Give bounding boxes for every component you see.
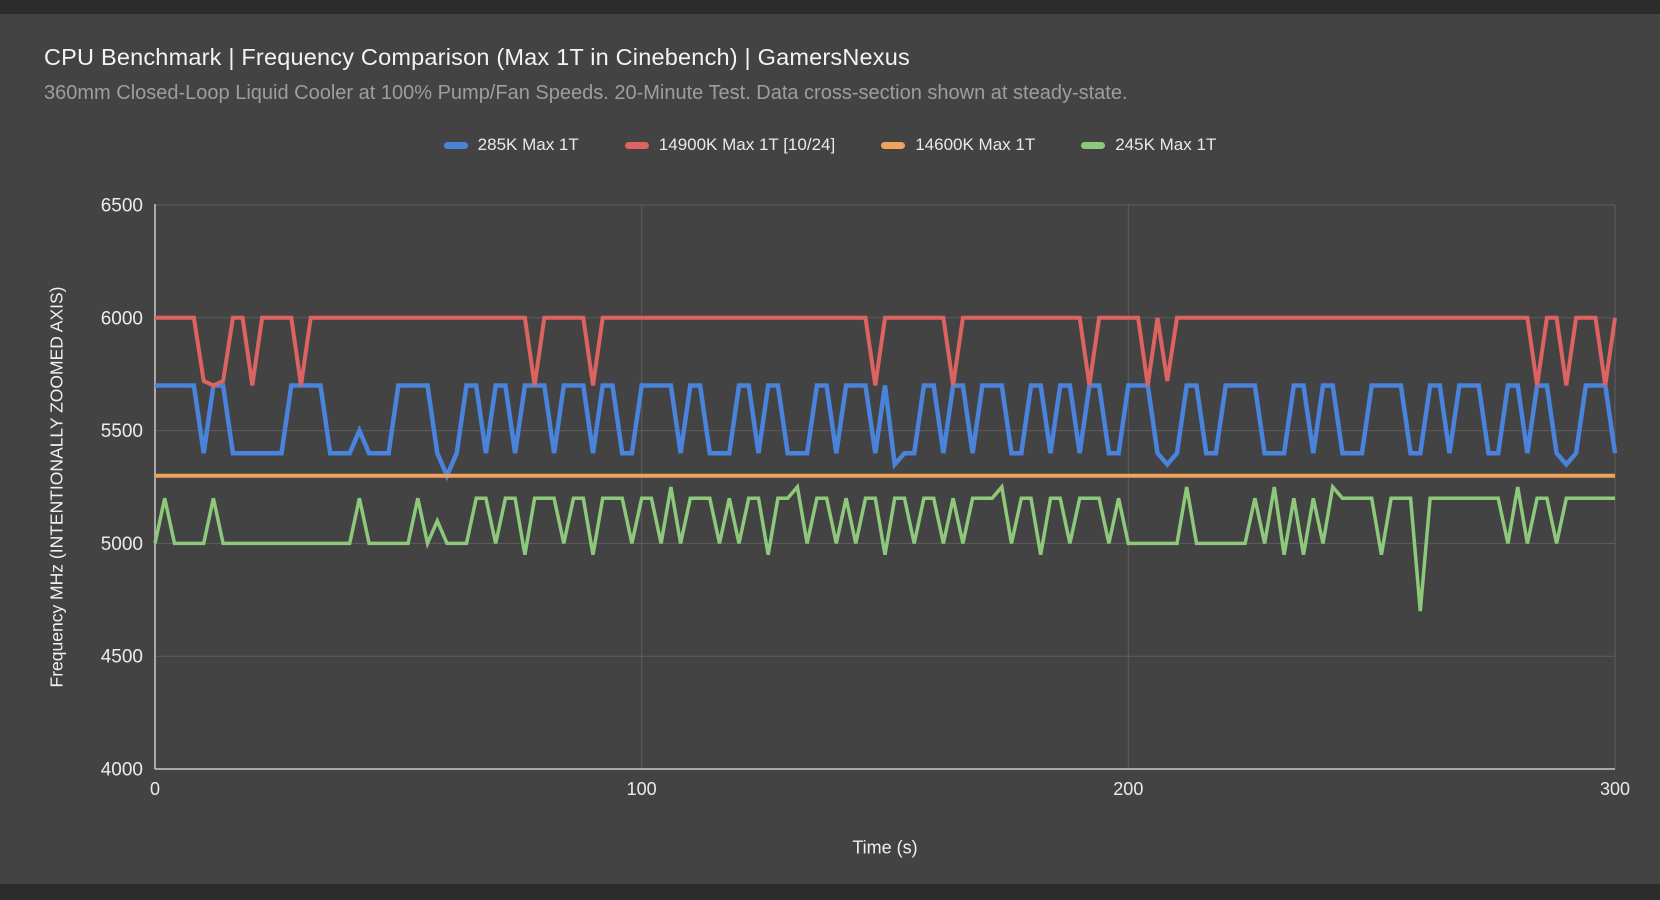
y-tick-label-4500: 4500: [101, 647, 143, 668]
y-tick-label-6000: 6000: [101, 308, 143, 329]
legend-item-245k: 245K Max 1T: [1081, 135, 1216, 155]
x-tick-label-200: 200: [1113, 779, 1143, 799]
x-axis-title: Time (s): [852, 837, 918, 858]
legend-swatch-14600k: [881, 141, 906, 149]
y-tick-label-6500: 6500: [101, 196, 143, 217]
y-tick-label-5500: 5500: [101, 421, 143, 442]
legend-label-14900k: 14900K Max 1T [10/24]: [658, 135, 836, 154]
x-tick-label-300: 300: [1600, 779, 1630, 799]
bottom-bar: [0, 884, 1660, 900]
chart-subtitle: 360mm Closed-Loop Liquid Cooler at 100% …: [44, 82, 1128, 104]
series-line-14900k-max-1t-10-24: [155, 315, 1617, 388]
chart-legend: 285K Max 1T 14900K Max 1T [10/24] 14600K…: [0, 135, 1660, 155]
y-tick-label-5000: 5000: [101, 534, 143, 555]
chart-title: CPU Benchmark | Frequency Comparison (Ma…: [44, 44, 910, 70]
legend-swatch-285k: [443, 141, 468, 149]
legend-item-14600k: 14600K Max 1T: [881, 135, 1035, 155]
legend-label-245k: 245K Max 1T: [1115, 135, 1217, 154]
legend-swatch-245k: [1081, 141, 1106, 149]
legend-item-14900k: 14900K Max 1T [10/24]: [624, 135, 836, 155]
legend-swatch-14900k: [624, 141, 649, 149]
y-tick-label-4000: 4000: [101, 760, 143, 781]
legend-label-285k: 285K Max 1T: [477, 135, 579, 154]
legend-item-285k: 285K Max 1T: [443, 135, 579, 155]
top-bar: [0, 0, 1660, 14]
series-line-285k-max-1t: [155, 383, 1618, 482]
y-axis-title: Frequency MHz (INTENTIONALLY ZOOMED AXIS…: [46, 286, 67, 688]
x-tick-label-0: 0: [150, 779, 160, 799]
legend-label-14600k: 14600K Max 1T: [915, 135, 1036, 154]
series-line-245k-max-1t: [153, 483, 1615, 612]
x-tick-label-100: 100: [627, 779, 657, 799]
